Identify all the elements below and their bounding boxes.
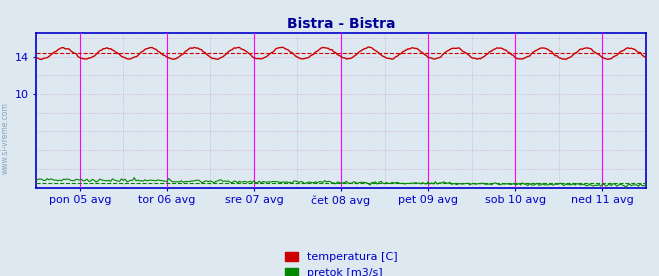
Legend: temperatura [C], pretok [m3/s]: temperatura [C], pretok [m3/s] <box>285 251 397 276</box>
Title: Bistra - Bistra: Bistra - Bistra <box>287 17 395 31</box>
Text: www.si-vreme.com: www.si-vreme.com <box>1 102 10 174</box>
